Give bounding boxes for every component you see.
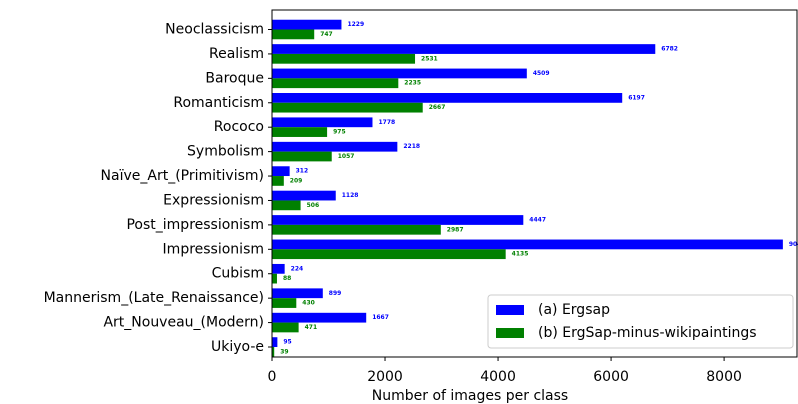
- x-axis-label: Number of images per class: [372, 388, 568, 404]
- bar: [272, 263, 285, 274]
- bar: [272, 141, 398, 152]
- data-label: 9040: [789, 241, 798, 248]
- y-tick-label: Impressionism: [163, 241, 264, 257]
- data-label: 2987: [447, 226, 464, 233]
- data-label: 747: [320, 31, 333, 38]
- legend-label: (a) Ergsap: [538, 302, 610, 318]
- data-label: 430: [302, 300, 315, 307]
- x-tick-label: 4000: [480, 369, 516, 385]
- bar: [272, 288, 323, 299]
- data-label: 6197: [628, 94, 645, 101]
- bar: [272, 44, 656, 54]
- data-label: 1778: [378, 119, 395, 126]
- data-label: 899: [329, 290, 342, 297]
- data-label: 471: [305, 324, 318, 331]
- bar: [272, 19, 342, 30]
- bar: [272, 190, 336, 201]
- bar: [272, 151, 332, 162]
- y-tick-label: Naïve_Art_(Primitivism): [101, 168, 264, 184]
- bar: [272, 337, 278, 347]
- y-tick-label: Symbolism: [187, 144, 264, 160]
- legend-swatch: [496, 305, 524, 315]
- bar: [272, 200, 301, 211]
- y-tick-label: Romanticism: [173, 95, 264, 111]
- data-label: 2218: [403, 143, 420, 150]
- y-tick-label: Rococo: [214, 119, 264, 135]
- data-label: 224: [291, 265, 304, 272]
- bar: [272, 29, 315, 40]
- bar: [272, 249, 506, 260]
- data-label: 4135: [512, 251, 529, 258]
- data-label: 95: [283, 339, 291, 346]
- x-tick-label: 2000: [367, 369, 403, 385]
- bar: [272, 93, 623, 103]
- legend-label: (b) ErgSap-minus-wikipaintings: [538, 325, 757, 341]
- y-tick-label: Ukiyo-e: [211, 339, 264, 355]
- bar: [272, 298, 297, 308]
- y-tick-label: Cubism: [212, 266, 264, 282]
- bar: [272, 239, 783, 250]
- plot-frame: [271, 9, 798, 358]
- data-label: 1667: [372, 314, 389, 321]
- data-label: 312: [296, 168, 309, 175]
- data-label: 506: [307, 202, 320, 209]
- bar: [272, 68, 527, 79]
- y-tick-label: Art_Nouveau_(Modern): [103, 315, 264, 331]
- y-tick-label: Post_impressionism: [126, 217, 264, 233]
- bar: [272, 176, 284, 186]
- data-label: 975: [333, 129, 346, 136]
- bar: [272, 127, 328, 137]
- data-label: 6782: [661, 46, 678, 53]
- bar: [272, 215, 524, 225]
- bar: [272, 273, 277, 284]
- data-label: 2667: [429, 104, 446, 111]
- legend: (a) Ergsap (b) ErgSap-minus-wikipaintings: [487, 294, 794, 349]
- data-label: 4447: [529, 217, 546, 224]
- x-tick-label: 6000: [593, 369, 629, 385]
- data-label: 1229: [347, 21, 364, 28]
- data-label: 209: [290, 177, 303, 184]
- y-tick-label: Baroque: [205, 70, 264, 86]
- bar: [272, 78, 399, 89]
- x-tick-label: 8000: [706, 369, 742, 385]
- legend-swatch: [496, 328, 524, 338]
- legend-frame: [487, 294, 794, 349]
- bar: [272, 224, 441, 235]
- data-label: 39: [280, 348, 288, 355]
- data-label: 88: [283, 275, 291, 282]
- bar: [272, 102, 423, 113]
- data-label: 4509: [533, 70, 550, 77]
- x-tick-label: 0: [268, 369, 277, 385]
- y-tick-label: Neoclassicism: [165, 22, 264, 38]
- bar: [272, 312, 367, 323]
- data-label: 2235: [404, 80, 421, 87]
- data-label: 1057: [338, 153, 355, 160]
- bar: [272, 322, 299, 333]
- y-tick-label: Realism: [209, 46, 264, 62]
- bar: [272, 53, 416, 64]
- y-tick-label: Mannerism_(Late_Renaissance): [44, 290, 264, 306]
- data-label: 2531: [421, 55, 438, 62]
- y-tick-label: Expressionism: [163, 192, 264, 208]
- data-label: 1128: [342, 192, 359, 199]
- bar: [272, 166, 290, 177]
- bar: [272, 347, 275, 357]
- bar: [272, 117, 373, 128]
